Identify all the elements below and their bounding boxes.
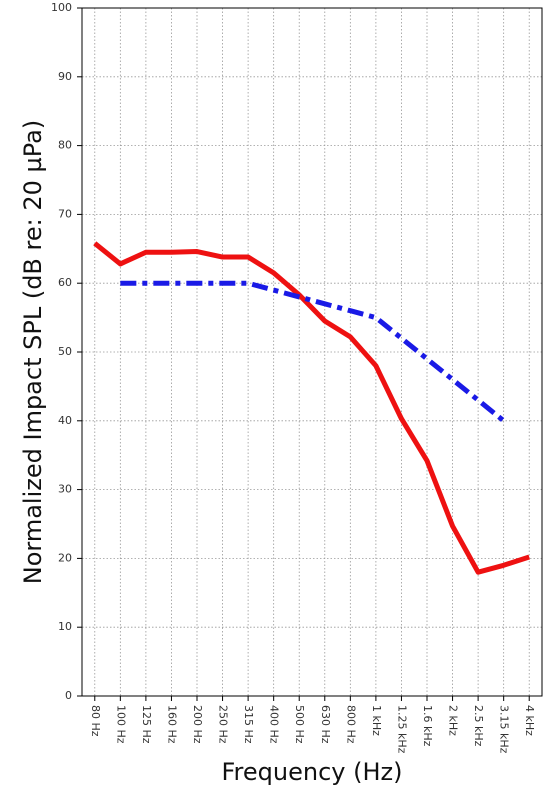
x-tick-label: 250 Hz (217, 705, 230, 744)
x-tick-label: 315 Hz (242, 705, 255, 744)
y-tick-label: 40 (58, 414, 72, 427)
x-tick-label: 3.15 kHz (498, 705, 511, 754)
x-tick-label: 1.6 kHz (421, 705, 434, 747)
y-axis-title: Normalized Impact SPL (dB re: 20 µPa) (19, 120, 47, 584)
y-tick-label: 70 (58, 207, 72, 220)
x-tick-label: 2 kHz (447, 705, 460, 736)
y-tick-label: 0 (65, 689, 72, 702)
y-tick-label: 20 (58, 551, 72, 564)
y-tick-label: 50 (58, 345, 72, 358)
y-tick-label: 10 (58, 620, 72, 633)
x-tick-label: 125 Hz (140, 705, 153, 744)
y-tick-label: 80 (58, 139, 72, 152)
x-tick-label: 160 Hz (165, 705, 178, 744)
series-line (93, 241, 530, 575)
x-tick-label: 1 kHz (370, 705, 383, 736)
x-axis-title: Frequency (Hz) (222, 758, 403, 786)
y-tick-label: 30 (58, 483, 72, 496)
x-tick-label: 100 Hz (114, 705, 127, 744)
y-tick-label: 90 (58, 70, 72, 83)
series-line (120, 280, 506, 423)
x-tick-label: 200 Hz (191, 705, 204, 744)
x-tick-label: 1.25 kHz (395, 705, 408, 754)
x-tick-label: 630 Hz (319, 705, 332, 744)
y-tick-label: 60 (58, 276, 72, 289)
x-tick-label: 500 Hz (293, 705, 306, 744)
y-tick-label: 100 (51, 1, 72, 14)
x-tick-label: 400 Hz (268, 705, 281, 744)
x-tick-label: 4 kHz (523, 705, 536, 736)
x-tick-label: 2.5 kHz (472, 705, 485, 747)
x-tick-label: 800 Hz (344, 705, 357, 744)
plot-frame (81, 7, 543, 697)
x-tick-label: 80 Hz (89, 705, 102, 737)
